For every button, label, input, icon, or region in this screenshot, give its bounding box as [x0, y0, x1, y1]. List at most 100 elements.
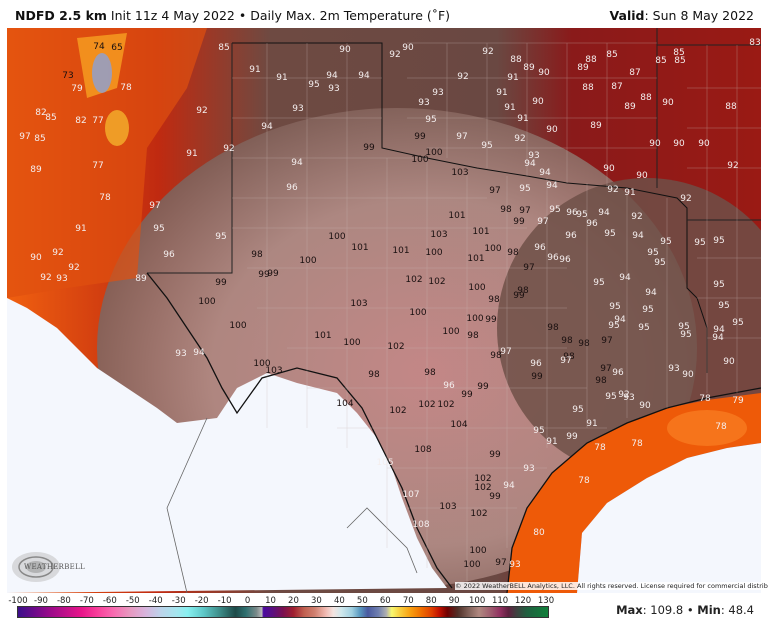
temperature-label: 99: [513, 217, 525, 227]
temperature-label: 90: [673, 139, 685, 149]
temperature-label: 98: [595, 376, 607, 386]
temperature-label: 95: [642, 305, 654, 315]
temperature-label: 99: [485, 315, 497, 325]
temperature-label: 98: [488, 295, 500, 305]
temperature-label: 102: [437, 400, 455, 410]
temperature-label: 91: [624, 188, 636, 198]
temperature-label: 97: [601, 336, 613, 346]
temperature-label: 87: [629, 68, 641, 78]
temperature-label: 99: [215, 278, 227, 288]
temperature-label: 94: [546, 181, 558, 191]
temperature-label: 94: [598, 208, 610, 218]
temperature-label: 91: [586, 419, 598, 429]
temperature-label: 92: [482, 47, 494, 57]
temperature-label: 94: [539, 168, 551, 178]
temperature-label: 98: [467, 331, 479, 341]
temperature-label: 90: [682, 370, 694, 380]
temperature-label: 95: [680, 330, 692, 340]
temperature-label: 97: [519, 206, 531, 216]
temperature-label: 104: [450, 420, 468, 430]
temperature-label: 85: [655, 56, 667, 66]
temperature-label: 80: [533, 528, 545, 538]
temperature-label: 93: [528, 151, 540, 161]
temperature-label: 97: [523, 263, 535, 273]
temperature-label: 100: [466, 314, 484, 324]
temperature-label: 99: [566, 432, 578, 442]
legend-tick: 60: [379, 596, 391, 606]
temperature-label: 93: [418, 98, 430, 108]
temperature-label: 90: [723, 357, 735, 367]
temperature-label: 102: [387, 342, 405, 352]
legend-tick: 110: [491, 596, 509, 606]
temperature-label: 95: [647, 248, 659, 258]
swirl-icon: [12, 552, 60, 582]
legend-tick: -40: [148, 596, 163, 606]
temperature-label: 99: [513, 291, 525, 301]
temperature-label: 95: [572, 405, 584, 415]
temperature-label: 91: [517, 114, 529, 124]
legend-tick: -10: [217, 596, 232, 606]
temperature-label: 101: [467, 254, 485, 264]
temperature-label: 98: [490, 351, 502, 361]
legend-tick: 0: [244, 596, 251, 606]
temperature-label: 101: [392, 246, 410, 256]
temperature-label: 103: [451, 168, 469, 178]
temperature-label: 96: [566, 208, 578, 218]
temperature-label: 96: [163, 250, 175, 260]
temperature-label: 91: [507, 73, 519, 83]
temperature-label: 90: [698, 139, 710, 149]
temperature-label: 83: [749, 38, 761, 48]
temperature-label: 96: [586, 219, 598, 229]
legend-tick: 10: [265, 596, 276, 606]
temperature-label: 92: [680, 194, 692, 204]
temperature-label: 95: [609, 302, 621, 312]
temperature-label: 100: [469, 546, 487, 556]
temperature-label: 98: [547, 323, 559, 333]
temperature-label: 98: [563, 352, 575, 362]
temperature-label: 78: [699, 394, 711, 404]
temperature-label: 82: [35, 108, 47, 118]
temperature-label: 92: [727, 161, 739, 171]
temperature-label: 92: [389, 50, 401, 60]
temperature-label: 95: [481, 141, 493, 151]
legend-tick: 80: [425, 596, 437, 606]
temperature-label: 96: [565, 231, 577, 241]
temperature-label: 95: [713, 236, 725, 246]
temperature-label: 93: [432, 88, 444, 98]
legend-tick: 120: [514, 596, 532, 606]
temperature-label: 100: [299, 256, 317, 266]
temperature-label: 93: [292, 104, 304, 114]
temperature-label: 98: [500, 205, 512, 215]
temperature-label: 101: [351, 243, 369, 253]
temperature-label: 95: [153, 224, 165, 234]
logo-text: WEATHERBELL: [24, 563, 85, 571]
temperature-label: 100: [425, 248, 443, 258]
temperature-label: 103: [350, 299, 368, 309]
temperature-label: 90: [649, 139, 661, 149]
temperature-label: 92: [40, 273, 52, 283]
temperature-label: 95: [608, 321, 620, 331]
legend-tick: -90: [34, 596, 48, 606]
temperature-label: 77: [92, 161, 104, 171]
temperature-label: 105: [376, 458, 394, 468]
temperature-label: 95: [308, 80, 320, 90]
temperature-label: 92: [514, 134, 526, 144]
stats-separator: •: [683, 603, 698, 617]
temperature-label: 99: [461, 390, 473, 400]
temperature-map[interactable]: 74 65 85 73 79 78 82 85 82 77 92 85 89 77 91 92 90 92 90 92…: [7, 28, 761, 593]
temperature-label: 97: [489, 186, 501, 196]
legend-tick: 30: [311, 596, 322, 606]
map-canvas: [7, 28, 761, 593]
temperature-label: 98: [424, 368, 436, 378]
temperature-label: 98: [507, 248, 519, 258]
temperature-label: 74: [93, 42, 105, 52]
temperature-label: 100: [484, 244, 502, 254]
temperature-label: 91: [276, 73, 288, 83]
temperature-label: 97: [456, 132, 468, 142]
valid-value: : Sun 8 May 2022: [644, 8, 755, 23]
temperature-label: 92: [631, 212, 643, 222]
temperature-label: 93: [328, 84, 340, 94]
temperature-label: 98: [368, 370, 380, 380]
temperature-label: 94: [326, 71, 338, 81]
temperature-label: 95: [678, 322, 690, 332]
